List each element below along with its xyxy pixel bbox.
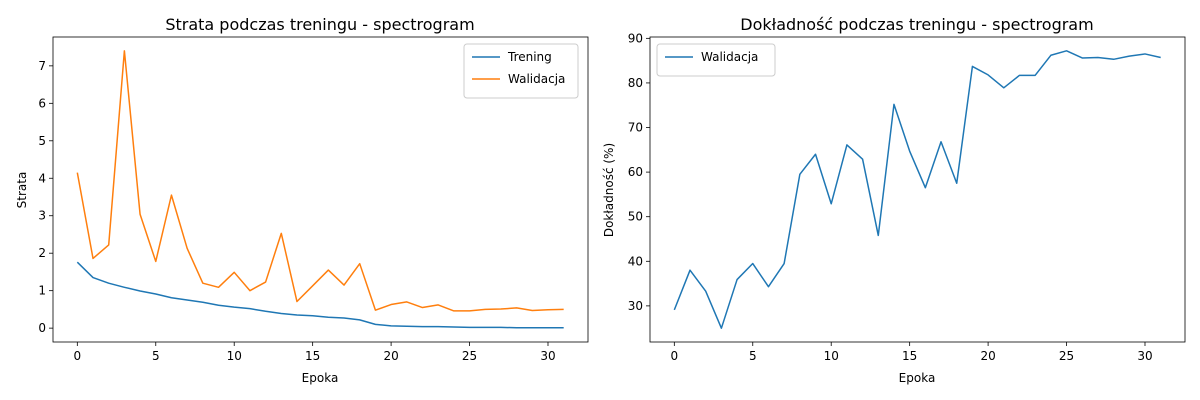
y-tick-label: 70	[628, 121, 643, 135]
series-line-trening	[76, 261, 564, 329]
x-tick-label: 15	[902, 349, 917, 363]
x-tick-label: 5	[749, 349, 757, 363]
y-tick-label: 2	[38, 246, 46, 260]
legend: Walidacja	[656, 43, 776, 77]
x-tick-label: 30	[540, 349, 555, 363]
plot-frame	[649, 36, 1186, 343]
x-tick-label: 10	[824, 349, 839, 363]
x-tick-label: 10	[227, 349, 242, 363]
legend-label: Walidacja	[701, 50, 758, 64]
y-tick-label: 80	[628, 76, 643, 90]
chart-title: Dokładność podczas treningu - spectrogra…	[740, 15, 1093, 34]
x-tick-label: 25	[462, 349, 477, 363]
x-tick-label: 20	[980, 349, 995, 363]
y-tick-label: 30	[628, 299, 643, 313]
x-axis-label: Epoka	[899, 371, 936, 385]
chart-title: Strata podczas treningu - spectrogram	[165, 15, 474, 34]
legend-box	[656, 43, 776, 77]
legend: Trening Walidacja 0 5 10 15 20 25 30 30 40 50 60 70 80…	[463, 31, 1186, 363]
chart-accuracy: Dokładność podczas treningu - spectrogra…	[602, 15, 1094, 385]
x-tick-label: 15	[305, 349, 320, 363]
y-tick-label: 1	[38, 284, 46, 298]
y-tick-label: 4	[38, 171, 46, 185]
x-tick-label: 20	[383, 349, 398, 363]
y-tick-label: 6	[38, 96, 46, 110]
y-axis-label: Strata	[15, 172, 29, 209]
x-tick-label: 5	[152, 349, 160, 363]
y-tick-label: 7	[38, 59, 46, 73]
y-axis-label: Dokładność (%)	[602, 143, 616, 237]
plot-frame	[52, 36, 589, 343]
y-tick-label: 60	[628, 165, 643, 179]
legend-label: Trening	[507, 50, 552, 64]
y-tick-label: 40	[628, 254, 643, 268]
x-tick-label: 0	[670, 349, 678, 363]
y-tick-label: 50	[628, 210, 643, 224]
y-tick-label: 90	[628, 31, 643, 45]
series-line-walidacja	[673, 50, 1161, 329]
x-axis-label: Epoka	[302, 371, 339, 385]
legend-label: Walidacja	[508, 72, 565, 86]
x-tick-label: 25	[1059, 349, 1074, 363]
series-line-walidacja	[76, 50, 564, 312]
y-tick-label: 5	[38, 134, 46, 148]
y-tick-label: 0	[38, 321, 46, 335]
x-tick-label: 30	[1137, 349, 1152, 363]
y-tick-label: 3	[38, 209, 46, 223]
chart-loss: Strata podczas treningu - spectrogram Ep…	[15, 15, 1186, 385]
x-tick-label: 0	[73, 349, 81, 363]
